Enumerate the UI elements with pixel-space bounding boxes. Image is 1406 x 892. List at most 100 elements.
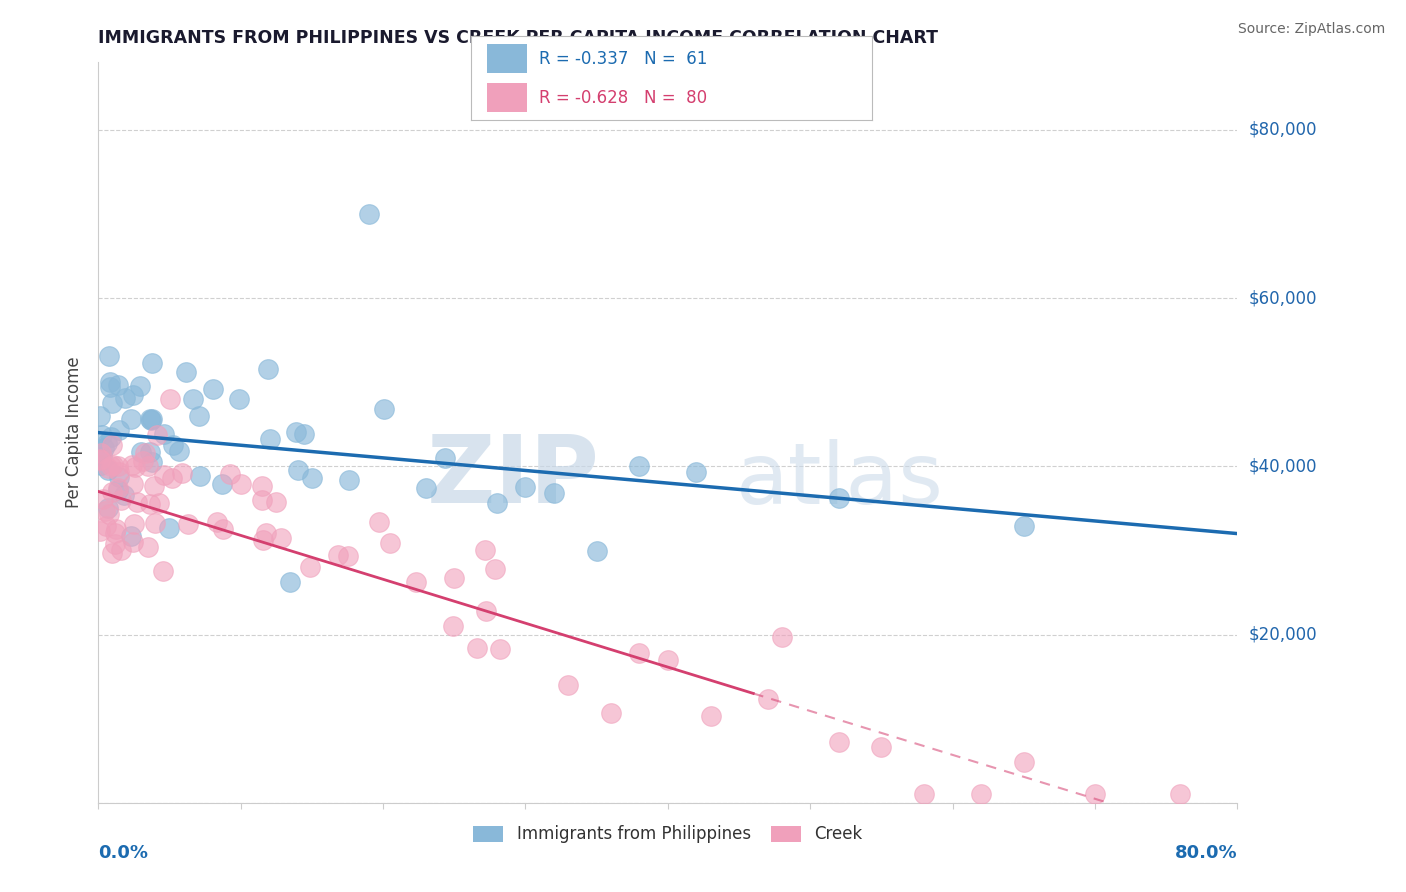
Point (292, 427, 315, 442)
Point (1084, 788, 1107, 802)
Point (101, 484, 124, 499)
Point (211, 477, 233, 491)
Point (89, 452, 111, 467)
Point (250, 493, 273, 508)
Point (93, 442, 115, 456)
Point (301, 471, 323, 485)
Point (489, 642, 512, 657)
Point (97, 461, 120, 475)
Point (146, 428, 169, 442)
Point (543, 485, 565, 500)
Point (828, 735, 851, 749)
Point (433, 451, 456, 466)
Text: $20,000: $20,000 (1249, 625, 1317, 643)
Point (108, 465, 131, 479)
Point (770, 630, 793, 644)
Point (1012, 519, 1035, 533)
Point (121, 535, 143, 549)
Point (207, 515, 229, 529)
Text: ZIP: ZIP (426, 431, 599, 523)
Point (685, 466, 707, 480)
Point (228, 392, 250, 406)
Point (337, 549, 360, 563)
Point (132, 454, 155, 468)
Point (152, 564, 174, 578)
Point (486, 496, 509, 510)
Point (114, 391, 136, 405)
Point (107, 378, 129, 392)
Text: Source: ZipAtlas.com: Source: ZipAtlas.com (1237, 22, 1385, 37)
Point (97, 463, 120, 477)
Point (484, 562, 506, 576)
Point (337, 473, 360, 487)
Point (110, 493, 132, 508)
Point (129, 445, 152, 459)
Point (912, 788, 935, 802)
Point (96, 435, 118, 450)
Point (90, 449, 112, 463)
Point (96, 519, 118, 533)
Point (600, 706, 623, 720)
Text: 80.0%: 80.0% (1174, 844, 1237, 862)
Point (97, 501, 120, 516)
Text: atlas: atlas (737, 439, 945, 522)
Text: $80,000: $80,000 (1249, 120, 1317, 139)
Point (121, 458, 143, 472)
Point (89, 524, 111, 538)
Point (298, 559, 321, 574)
Point (756, 692, 779, 706)
Point (128, 378, 150, 392)
Text: R = -0.337   N =  61: R = -0.337 N = 61 (538, 50, 707, 68)
Point (699, 709, 721, 723)
Point (104, 526, 127, 541)
Point (101, 438, 124, 452)
Point (280, 574, 302, 589)
Point (515, 480, 537, 494)
Point (870, 739, 893, 754)
Point (181, 392, 204, 407)
Point (143, 516, 166, 531)
Point (188, 409, 211, 423)
Point (108, 470, 131, 484)
Point (104, 537, 127, 551)
Point (122, 387, 145, 401)
Point (101, 546, 124, 560)
Point (169, 443, 191, 458)
Point (107, 481, 129, 495)
Point (138, 458, 160, 473)
Point (628, 646, 651, 660)
Point (465, 641, 488, 656)
Point (474, 543, 496, 558)
Point (157, 521, 180, 535)
Text: IMMIGRANTS FROM PHILIPPINES VS CREEK PER CAPITA INCOME CORRELATION CHART: IMMIGRANTS FROM PHILIPPINES VS CREEK PER… (98, 29, 938, 47)
Point (256, 361, 278, 376)
Point (270, 531, 292, 545)
Point (368, 515, 391, 529)
Point (218, 467, 240, 481)
Point (153, 426, 176, 441)
Point (98, 375, 121, 389)
Point (1012, 755, 1035, 769)
Point (212, 522, 235, 536)
Point (174, 365, 197, 379)
Text: $60,000: $60,000 (1249, 289, 1317, 307)
Point (98, 349, 121, 363)
Point (141, 412, 163, 426)
Point (108, 423, 131, 437)
Point (90, 458, 112, 473)
Point (148, 496, 170, 510)
Point (89, 452, 111, 467)
Point (105, 522, 128, 536)
Point (120, 529, 142, 543)
Point (94, 504, 117, 518)
Point (443, 571, 465, 585)
Point (97, 507, 120, 521)
Point (326, 548, 349, 562)
Point (112, 488, 135, 502)
Point (100, 458, 122, 473)
Point (125, 494, 148, 508)
Point (1170, 788, 1192, 802)
Point (250, 479, 273, 493)
Point (107, 483, 129, 498)
Text: 0.0%: 0.0% (98, 844, 149, 862)
